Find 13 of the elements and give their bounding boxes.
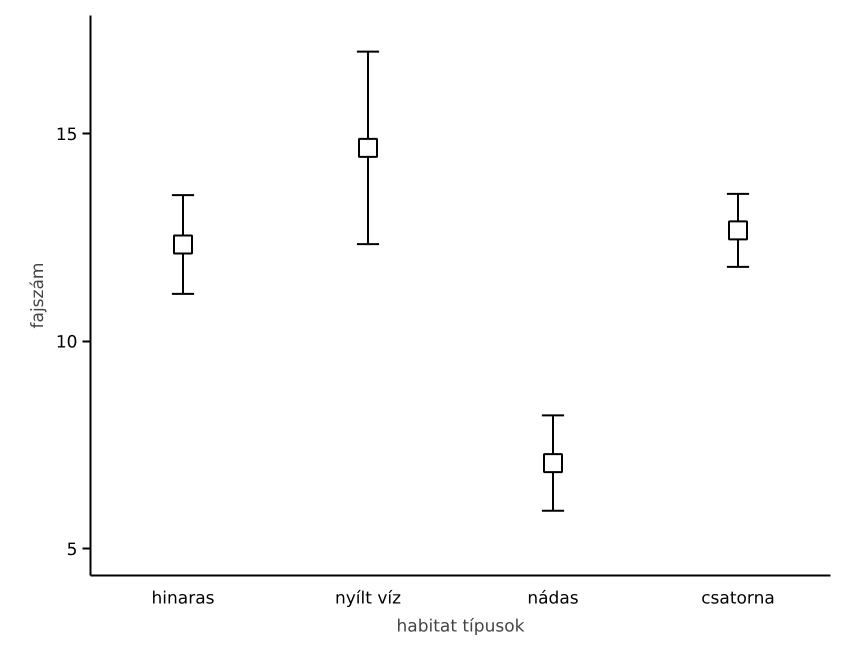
y-tick-label: 5 [66, 540, 78, 560]
y-tick-label: 15 [56, 125, 78, 146]
point [728, 220, 748, 240]
y-axis-title: fajszám [28, 262, 48, 328]
x-tick-label: csatorna [701, 588, 775, 608]
x-axis-title: habitat típusok [396, 616, 525, 636]
point [358, 138, 378, 158]
x-tick-label: nyílt víz [334, 588, 402, 608]
x-tick-label: hinaras [152, 588, 215, 608]
x-tick-label: nádas [527, 588, 579, 608]
point [543, 453, 563, 474]
point [173, 234, 193, 254]
y-tick-label: 10 [56, 332, 78, 353]
